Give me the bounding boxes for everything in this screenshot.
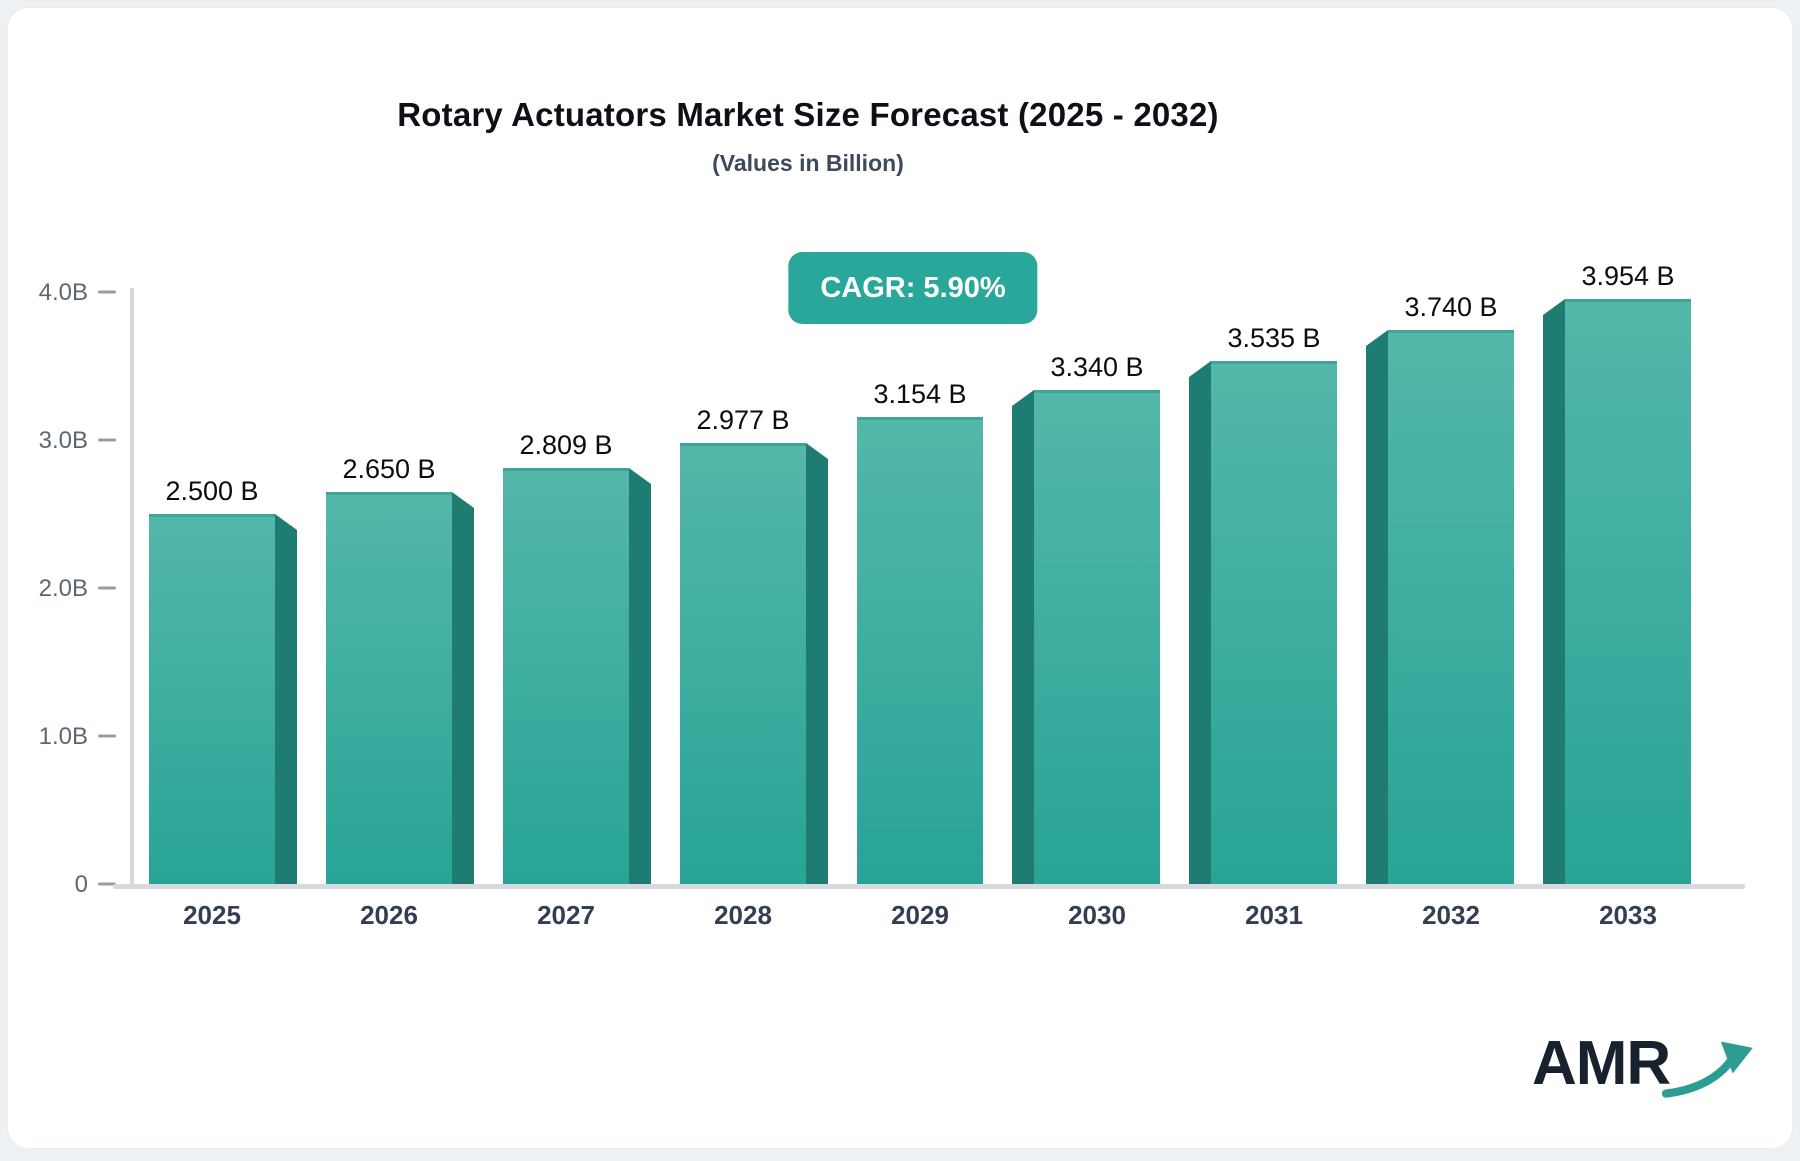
y-tick-label: 3.0B — [39, 427, 88, 454]
x-axis-year-label: 2032 — [1422, 900, 1480, 930]
page-subtitle: (Values in Billion) — [712, 150, 904, 176]
bar-value-label: 3.535 B — [1227, 323, 1320, 353]
amr-logo-text: AMR — [1532, 1029, 1671, 1098]
bar-side-face — [806, 443, 828, 884]
bar-value-label: 2.977 B — [696, 405, 789, 435]
y-tick-dash — [98, 882, 116, 886]
bar-top-edge — [680, 443, 806, 446]
bar-value-label: 2.650 B — [342, 454, 435, 484]
bar-side-face — [1366, 330, 1388, 884]
bar-value-label: 3.740 B — [1404, 292, 1497, 322]
bar-top-edge — [149, 514, 275, 517]
bar-top-edge — [1565, 299, 1691, 302]
y-tick-dash — [98, 734, 116, 738]
x-axis-year-label: 2033 — [1599, 900, 1657, 930]
bar-top-edge — [1388, 330, 1514, 333]
bar — [149, 514, 275, 884]
bar-value-label: 3.340 B — [1050, 352, 1143, 382]
x-axis-year-label: 2030 — [1068, 900, 1126, 930]
growth-arrow-icon — [1662, 1041, 1754, 1098]
bar — [857, 417, 983, 884]
bar-top-edge — [1211, 361, 1337, 364]
bar — [1211, 361, 1337, 884]
bar-side-face — [1012, 390, 1034, 884]
y-tick-label: 0 — [75, 871, 88, 898]
bar — [1034, 390, 1160, 884]
x-axis-year-label: 2026 — [360, 900, 418, 930]
x-axis-baseline — [113, 884, 1745, 889]
y-tick-dash — [98, 290, 116, 294]
bar — [680, 443, 806, 884]
y-tick-dash — [98, 438, 116, 442]
page-title: Rotary Actuators Market Size Forecast (2… — [397, 96, 1219, 133]
amr-logo: AMR — [1532, 1032, 1754, 1100]
y-tick-dash — [98, 586, 116, 590]
y-tick-label: 4.0B — [39, 279, 88, 306]
bar-value-label: 3.154 B — [873, 379, 966, 409]
y-tick-label: 2.0B — [39, 575, 88, 602]
y-tick-label: 1.0B — [39, 723, 88, 750]
bar-value-label: 2.500 B — [165, 476, 258, 506]
bar — [503, 468, 629, 884]
bar-side-face — [275, 514, 297, 884]
bar-top-edge — [503, 468, 629, 471]
y-axis-line — [130, 288, 134, 889]
x-axis-year-label: 2025 — [183, 900, 241, 930]
x-axis-year-label: 2027 — [537, 900, 595, 930]
bar-top-edge — [857, 417, 983, 420]
bar-side-face — [629, 468, 651, 884]
bar-side-face — [1189, 361, 1211, 884]
bar-value-label: 3.954 B — [1581, 261, 1674, 291]
bar-side-face — [452, 492, 474, 884]
bar — [1388, 330, 1514, 884]
bar-side-face — [1543, 299, 1565, 884]
cagr-badge: CAGR: 5.90% — [788, 252, 1038, 324]
x-axis-year-label: 2028 — [714, 900, 772, 930]
x-axis-year-label: 2029 — [891, 900, 949, 930]
bar — [326, 492, 452, 884]
bar-value-label: 2.809 B — [519, 430, 612, 460]
bar — [1565, 299, 1691, 884]
bar-top-edge — [326, 492, 452, 495]
bar-top-edge — [1034, 390, 1160, 393]
x-axis-year-label: 2031 — [1245, 900, 1303, 930]
